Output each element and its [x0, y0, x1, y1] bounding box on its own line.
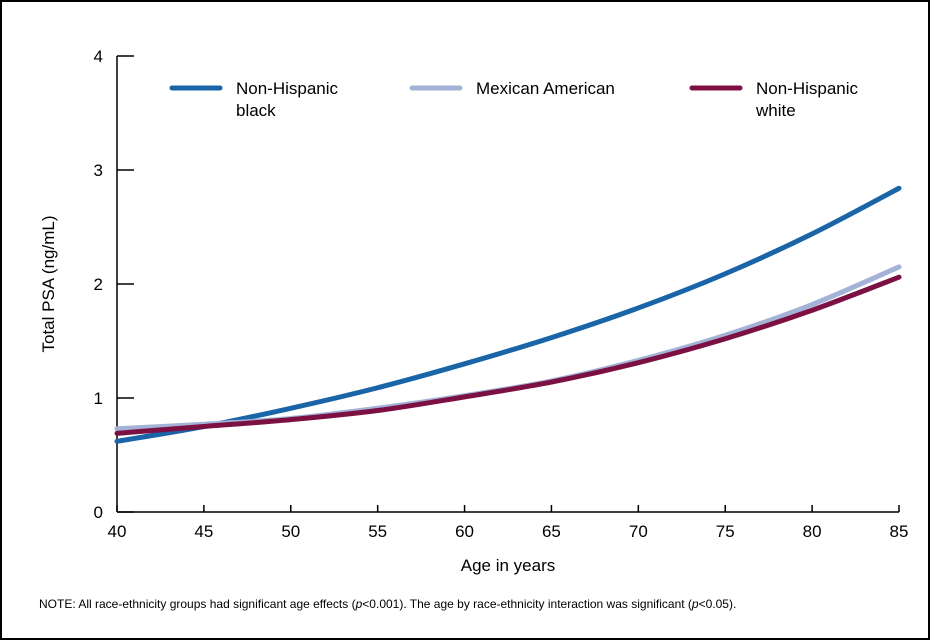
series-lines	[114, 185, 902, 444]
y-tick-label: 3	[94, 161, 103, 180]
series-line-1	[114, 264, 902, 432]
x-axis-title: Age in years	[461, 556, 556, 575]
psa-line-chart: 0 1 2 3 4 40 45 50 55 60 65 70 75 80 85 Non-Hispanic bl…	[39, 47, 909, 575]
axes: 0 1 2 3 4 40 45 50 55 60 65 70 75 80 85	[94, 47, 909, 541]
x-tick-label: 75	[716, 522, 735, 541]
x-tick-label: 45	[194, 522, 213, 541]
series-line-0	[114, 185, 902, 444]
y-tick-label: 2	[94, 275, 103, 294]
note-p-value-1: <0.001). The age by race-ethnicity inter…	[362, 597, 692, 611]
legend-label-2: Non-Hispanic white	[755, 79, 859, 120]
y-tick-label: 0	[94, 503, 103, 522]
figure-note: NOTE: All race-ethnicity groups had sign…	[39, 596, 899, 612]
legend-label-line: white	[755, 101, 796, 120]
legend-label-line: Non-Hispanic	[236, 79, 339, 98]
note-p-symbol-1: p	[355, 597, 363, 611]
x-tick-label: 55	[368, 522, 387, 541]
x-tick-label: 70	[629, 522, 648, 541]
note-p-value-2: <0.05).	[698, 597, 737, 611]
x-tick-label: 60	[455, 522, 474, 541]
y-tick-label: 4	[94, 47, 103, 66]
x-tick-label: 80	[803, 522, 822, 541]
note-prefix: NOTE: All race-ethnicity groups had sign…	[39, 597, 356, 611]
legend-label-0: Non-Hispanic black	[236, 79, 339, 120]
x-tick-label: 85	[890, 522, 909, 541]
note-p-symbol-2: p	[691, 597, 699, 611]
legend-label-line: Mexican American	[476, 79, 615, 98]
y-axis-title: Total PSA (ng/mL)	[39, 215, 58, 352]
x-tick-label: 50	[281, 522, 300, 541]
legend-label-1: Mexican American	[476, 79, 615, 98]
legend: Non-Hispanic black Mexican American Non-His…	[169, 79, 859, 120]
x-tick-label: 40	[108, 522, 127, 541]
legend-label-line: Non-Hispanic	[756, 79, 859, 98]
y-tick-label: 1	[94, 389, 103, 408]
x-tick-label: 65	[542, 522, 561, 541]
series-line-2	[114, 274, 902, 436]
legend-label-line: black	[236, 101, 276, 120]
